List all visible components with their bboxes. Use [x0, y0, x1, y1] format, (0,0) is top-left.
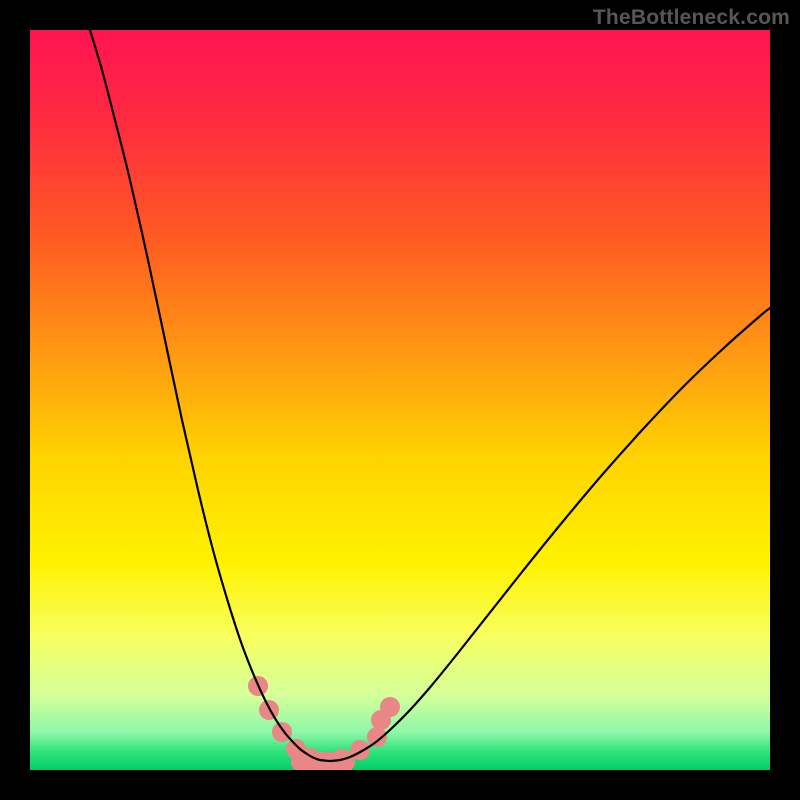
- marker-dot: [350, 740, 370, 760]
- right-curve-branch: [330, 308, 770, 761]
- watermark-text: TheBottleneck.com: [593, 6, 790, 30]
- chart-frame: TheBottleneck.com: [0, 0, 800, 800]
- left-curve-branch: [90, 30, 330, 761]
- marker-dot: [367, 727, 387, 747]
- curve-layer: [30, 30, 770, 770]
- bottom-marker-cluster: [248, 676, 400, 770]
- marker-dot: [380, 697, 400, 717]
- plot-area: [30, 30, 770, 770]
